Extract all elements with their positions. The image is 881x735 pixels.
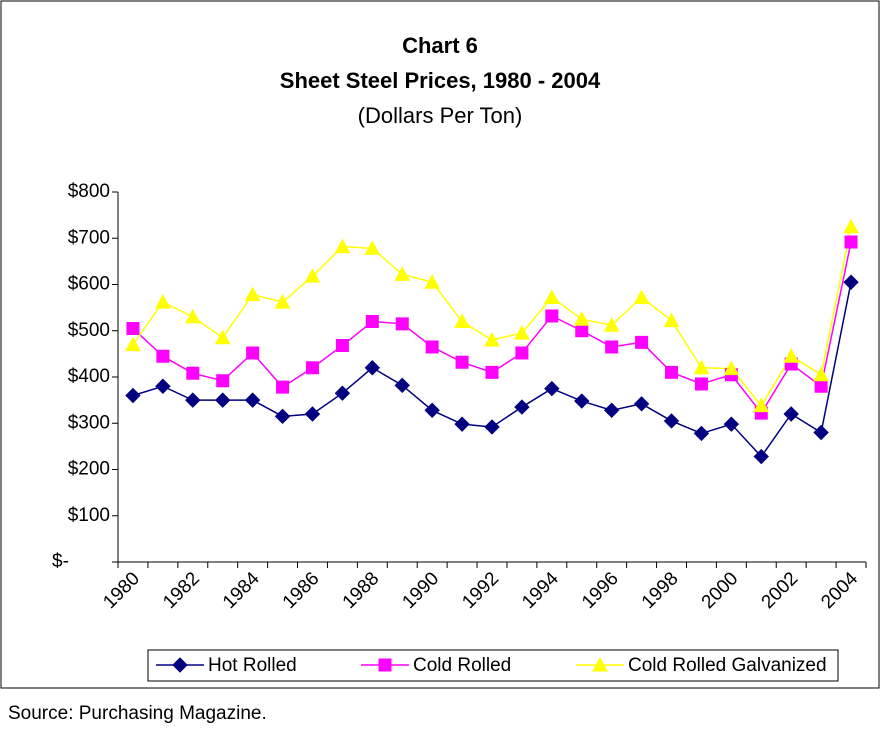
data-point: [603, 402, 620, 419]
data-point: [753, 397, 770, 413]
legend-label: Cold Rolled Galvanized: [628, 655, 827, 676]
data-point: [723, 360, 740, 376]
data-point: [364, 360, 381, 376]
data-point: [244, 286, 261, 302]
data-point: [425, 340, 439, 354]
data-point: [693, 359, 710, 375]
chart-border: [0, 0, 880, 689]
data-point: [334, 385, 351, 401]
data-point: [155, 294, 171, 309]
data-point: [693, 425, 710, 442]
data-point: [305, 361, 319, 375]
data-point: [635, 335, 649, 349]
data-point: [514, 399, 530, 415]
data-point: [843, 218, 859, 234]
data-point: [514, 325, 530, 340]
legend-label: Hot Rolled: [208, 655, 297, 676]
data-point: [663, 312, 680, 328]
data-point: [843, 274, 859, 290]
legend-marker: [378, 658, 392, 672]
data-point: [184, 308, 201, 324]
data-point: [603, 317, 620, 332]
data-point: [395, 317, 409, 331]
legend-marker: [172, 657, 188, 673]
data-point: [394, 377, 410, 394]
data-point: [304, 406, 321, 422]
data-point: [304, 268, 321, 283]
data-point: [454, 416, 470, 432]
legend-label: Cold Rolled: [413, 655, 511, 676]
data-point: [216, 374, 230, 388]
data-point: [274, 294, 291, 309]
data-point: [335, 339, 349, 353]
data-point: [544, 289, 560, 304]
data-point: [424, 274, 440, 289]
data-point: [544, 380, 560, 397]
data-point: [723, 416, 740, 432]
data-point: [813, 424, 829, 441]
data-point: [573, 311, 590, 326]
data-point: [454, 313, 470, 328]
data-point: [484, 419, 500, 435]
data-point: [665, 365, 679, 379]
y-tick-label: $800: [68, 181, 110, 202]
data-point: [783, 348, 800, 363]
data-point: [783, 406, 799, 422]
data-point: [545, 309, 559, 323]
y-tick-label: $-: [52, 551, 69, 572]
legend: Hot Rolled Cold Rolled Cold Rolled Galvani…: [147, 649, 839, 682]
data-point: [186, 366, 200, 380]
data-point: [185, 392, 201, 408]
data-point: [246, 346, 260, 360]
chart-units: (Dollars Per Ton): [358, 103, 523, 128]
data-point: [215, 392, 231, 408]
data-point: [424, 402, 440, 419]
y-tick-label: $700: [68, 227, 110, 248]
data-point: [605, 340, 619, 354]
data-point: [126, 321, 140, 335]
y-tick-label: $600: [68, 274, 110, 295]
data-point: [694, 377, 708, 391]
data-point: [125, 336, 141, 352]
data-point: [663, 413, 680, 429]
data-point: [125, 387, 141, 404]
y-tick-label: $100: [68, 505, 110, 526]
legend-box: [147, 649, 839, 682]
data-point: [814, 379, 828, 393]
data-point: [156, 349, 170, 363]
data-point: [155, 378, 171, 394]
data-point: [633, 289, 650, 304]
data-point: [334, 238, 351, 254]
data-point: [574, 393, 590, 409]
data-point: [394, 266, 411, 281]
y-tick-label: $300: [68, 412, 110, 433]
data-point: [515, 346, 529, 360]
data-point: [274, 408, 291, 425]
data-point: [844, 235, 858, 249]
data-point: [485, 365, 499, 379]
data-point: [633, 396, 650, 412]
data-point: [276, 380, 290, 394]
data-point: [813, 366, 829, 382]
data-point: [455, 355, 469, 369]
y-tick-label: $200: [68, 459, 110, 480]
data-point: [753, 448, 769, 465]
y-tick-label: $500: [68, 320, 110, 341]
chart-subtitle: Sheet Steel Prices, 1980 - 2004: [280, 68, 601, 93]
y-tick-label: $400: [68, 366, 110, 387]
data-point: [365, 315, 379, 328]
legend-marker: [592, 656, 608, 672]
data-point: [214, 329, 231, 345]
chart-title: Chart 6: [402, 33, 478, 58]
data-point: [364, 240, 381, 255]
source-note: Source: Purchasing Magazine.: [8, 703, 267, 724]
data-point: [484, 331, 500, 347]
data-point: [244, 392, 261, 408]
data-point: [575, 324, 589, 338]
